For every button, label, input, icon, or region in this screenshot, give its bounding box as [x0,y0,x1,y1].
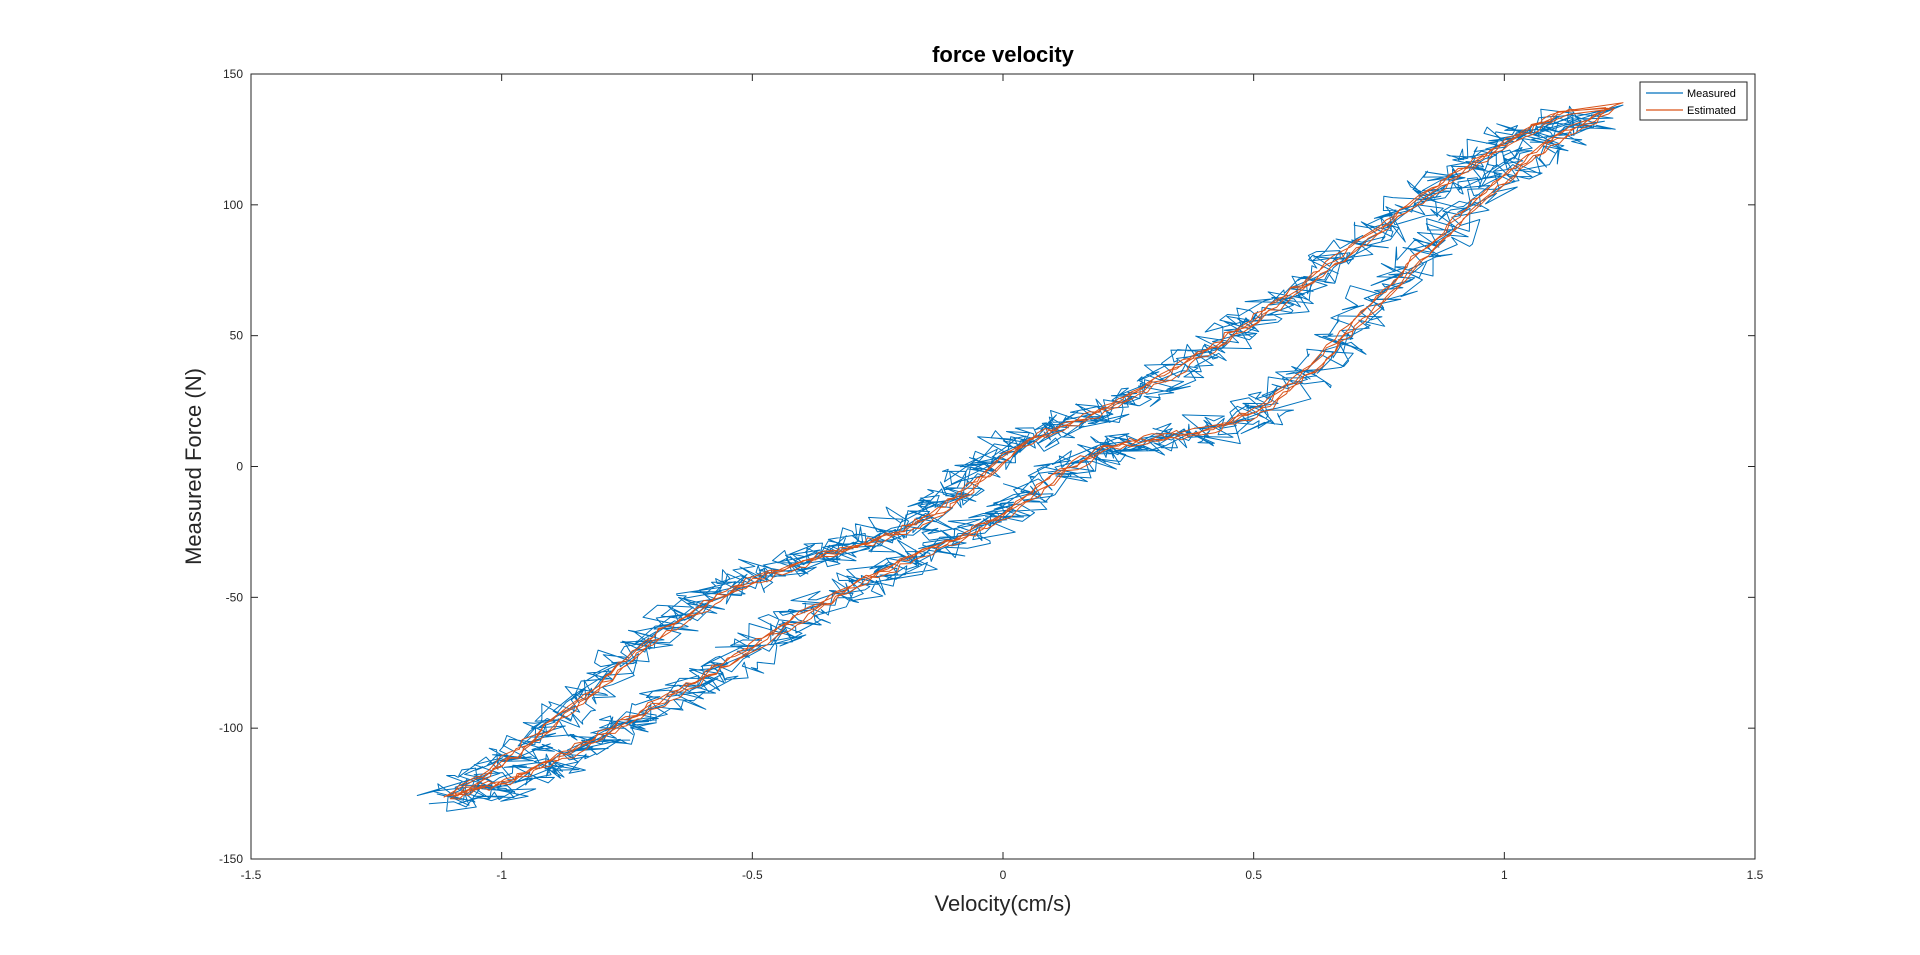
x-tick-label: -1.5 [241,868,262,882]
x-tick-label: 1 [1501,868,1508,882]
y-tick-label: 100 [223,198,243,212]
legend-label-measured: Measured [1687,88,1736,100]
y-tick-label: -50 [226,590,244,604]
x-axis: -1.5 -1 -0.5 0 0.5 1 1.5 [241,74,1764,882]
y-tick-label: 0 [236,460,243,474]
plot-area [416,102,1624,812]
y-tick-label: -100 [219,721,243,735]
x-tick-label: -0.5 [742,868,763,882]
x-tick-label: 0 [1000,868,1007,882]
y-axis-label: Measured Force (N) [181,368,206,565]
legend: Measured Estimated [1639,81,1748,121]
legend-box [1639,81,1748,121]
x-tick-label: 1.5 [1747,868,1764,882]
y-tick-label: 150 [223,67,243,81]
y-tick-label: -150 [219,852,243,866]
x-axis-label: Velocity(cm/s) [935,891,1072,916]
y-axis: -150 -100 -50 0 50 100 150 [219,67,1755,866]
series-line-estimated [443,102,1624,800]
chart-title: force velocity [932,42,1075,67]
x-tick-label: 0.5 [1245,868,1262,882]
x-tick-label: -1 [496,868,507,882]
y-tick-label: 50 [230,329,244,343]
series-line-measured [416,104,1624,812]
legend-label-estimated: Estimated [1687,105,1736,117]
